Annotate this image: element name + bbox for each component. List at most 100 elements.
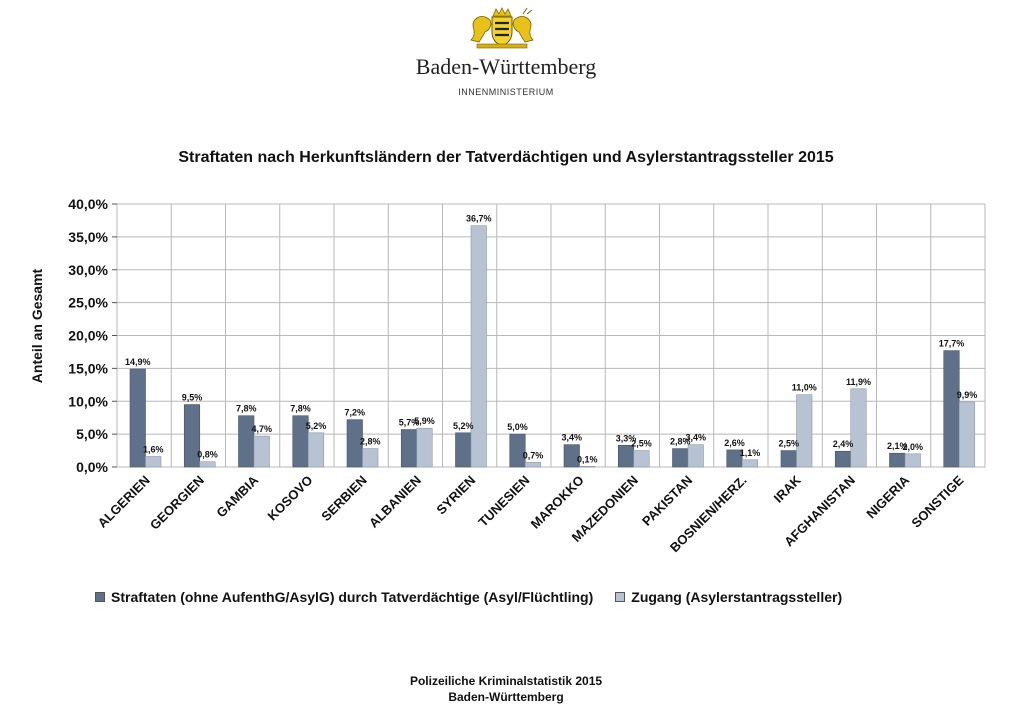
bar-series-2	[796, 394, 813, 468]
data-label-series-1: 7,8%	[290, 404, 311, 414]
y-tick-label: 25,0%	[68, 295, 108, 311]
bar-series-1	[183, 404, 201, 468]
footer: Polizeiliche Kriminalstatistik 2015 Bade…	[0, 673, 1012, 705]
data-label-series-1: 2,5%	[778, 439, 799, 449]
bar-series-2	[850, 388, 867, 468]
legend-swatch-series-2	[615, 592, 626, 602]
bar-series-1	[889, 452, 906, 468]
bar-series-1	[563, 444, 580, 468]
bar-series-2	[470, 225, 487, 468]
bar-series-1	[943, 350, 960, 468]
data-label-series-1: 2,1%	[887, 441, 908, 451]
data-label-series-2: 11,0%	[792, 383, 817, 393]
y-tick-label: 15,0%	[68, 360, 108, 376]
data-label-series-2: 2,8%	[360, 437, 381, 447]
bar-series-2	[145, 456, 162, 468]
y-tick-label: 35,0%	[68, 229, 108, 245]
bar-series-2	[741, 459, 759, 468]
chart-title: Straftaten nach Herkunftsländern der Tat…	[178, 149, 834, 166]
data-label-series-2: 11,9%	[846, 377, 871, 387]
legend-swatch-series-1	[95, 592, 105, 602]
x-category-label: GEORGIEN	[147, 473, 207, 533]
bar-series-1	[346, 419, 363, 468]
bar-series-1	[834, 450, 852, 468]
bar-series-1	[672, 448, 689, 468]
data-label-series-2: 4,7%	[251, 424, 272, 434]
data-label-series-1: 17,7%	[939, 339, 965, 349]
data-label-series-2: 2,0%	[902, 442, 923, 452]
data-label-series-2: 2,5%	[631, 439, 652, 449]
bar-series-2	[633, 450, 650, 468]
ministry-name: INNENMINISTERIUM	[458, 87, 554, 97]
x-category-label: SONSTIGE	[908, 472, 966, 530]
y-tick-label: 0,0%	[76, 459, 108, 475]
x-category-label: ALGERIEN	[95, 473, 153, 531]
bar-series-1	[455, 432, 472, 468]
data-label-series-1: 9,5%	[182, 393, 203, 403]
x-category-label: SERBIEN	[318, 473, 369, 524]
bar-series-2	[958, 401, 976, 468]
data-label-series-2: 3,4%	[685, 433, 706, 443]
legend: Straftaten (ohne AufenthG/AsylG) durch T…	[95, 589, 864, 605]
bar-series-2	[904, 453, 921, 468]
bars-layer	[129, 225, 976, 468]
coat-of-arms-logo	[463, 6, 541, 50]
grid-layer	[116, 203, 986, 468]
footer-region: Baden-Württemberg	[448, 690, 564, 704]
x-category-label: SYRIEN	[433, 473, 478, 518]
x-category-label: KOSOVO	[265, 473, 316, 524]
bar-series-2	[579, 466, 596, 468]
bar-series-1	[780, 450, 797, 468]
bar-series-2	[687, 444, 704, 468]
axis-layer: 0,0% 5,0% 10,0% 15,0% 20,0% 25,0% 30,0% 35,0% 40…	[68, 196, 966, 555]
data-label-series-2: 1,1%	[740, 448, 761, 458]
bar-series-2	[416, 427, 433, 468]
legend-label-series-1: Straftaten (ohne AufenthG/AsylG) durch T…	[111, 589, 594, 605]
x-category-label: TUNESIEN	[475, 473, 532, 530]
data-label-series-1: 14,9%	[125, 357, 151, 367]
data-label-series-2: 0,8%	[197, 450, 218, 460]
data-label-series-2: 5,2%	[306, 421, 327, 431]
y-axis-label: Anteil an Gesamt	[29, 268, 45, 383]
footer-source: Polizeiliche Kriminalstatistik 2015	[409, 674, 603, 688]
legend-label-series-2: Zugang (Asylerstantragssteller)	[631, 589, 843, 605]
data-label-series-2: 5,9%	[414, 416, 435, 426]
bar-series-2	[362, 448, 379, 468]
data-label-series-1: 2,6%	[724, 438, 745, 448]
bar-series-2	[524, 462, 542, 468]
data-label-series-1: 7,2%	[344, 408, 365, 418]
x-category-label: ALBANIEN	[366, 473, 424, 531]
y-tick-label: 40,0%	[68, 196, 108, 212]
data-label-series-2: 0,7%	[523, 450, 544, 460]
y-tick-label: 10,0%	[68, 393, 108, 409]
legend-item-series-1: Straftaten (ohne AufenthG/AsylG) durch T…	[95, 589, 593, 605]
bar-series-2	[253, 435, 270, 468]
y-tick-label: 5,0%	[76, 426, 108, 442]
data-label-series-1: 3,3%	[616, 433, 637, 443]
data-labels-layer: 14,9% 1,6% 9,5% 0,8% 7,8% 4,7% 7,8% 5,2% 7,2% 2,8…	[125, 214, 977, 465]
state-name: Baden-Württemberg	[415, 54, 597, 79]
bar-series-1	[129, 368, 146, 468]
bar-series-2	[199, 461, 216, 468]
bar-series-1	[400, 429, 418, 468]
y-tick-label: 20,0%	[68, 328, 108, 344]
data-label-series-1: 5,2%	[453, 421, 474, 431]
y-tick-label: 30,0%	[68, 262, 108, 278]
x-category-label: GAMBIA	[213, 472, 261, 520]
data-label-series-1: 2,8%	[670, 437, 691, 447]
data-label-series-1: 5,0%	[507, 422, 528, 432]
data-label-series-2: 9,9%	[957, 390, 978, 400]
data-label-series-2: 36,7%	[466, 214, 492, 224]
x-category-label: PAKISTAN	[639, 473, 695, 529]
data-label-series-2: 0,1%	[577, 454, 598, 464]
x-category-label: MAROKKO	[528, 473, 587, 532]
data-label-series-1: 3,4%	[561, 433, 582, 443]
bar-series-2	[307, 432, 325, 468]
data-label-series-1: 7,8%	[236, 404, 257, 414]
bar-series-1	[509, 433, 526, 468]
data-label-series-1: 5,7%	[399, 418, 420, 428]
legend-item-series-2: Zugang (Asylerstantragssteller)	[615, 589, 842, 605]
data-label-series-1: 2,4%	[833, 439, 854, 449]
x-category-label: IRAK	[771, 472, 805, 506]
